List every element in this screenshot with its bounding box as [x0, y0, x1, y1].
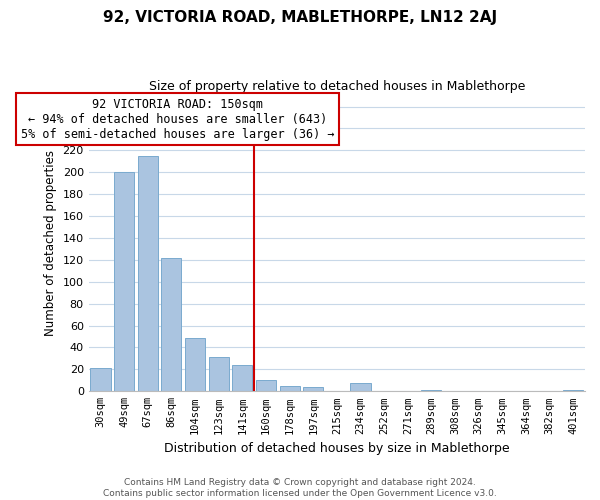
Bar — [232, 365, 253, 392]
Bar — [185, 338, 205, 392]
Text: 92, VICTORIA ROAD, MABLETHORPE, LN12 2AJ: 92, VICTORIA ROAD, MABLETHORPE, LN12 2AJ — [103, 10, 497, 25]
Bar — [350, 382, 371, 392]
Bar — [421, 390, 442, 392]
Y-axis label: Number of detached properties: Number of detached properties — [44, 150, 57, 336]
Title: Size of property relative to detached houses in Mablethorpe: Size of property relative to detached ho… — [149, 80, 525, 93]
Bar — [280, 386, 299, 392]
Text: 92 VICTORIA ROAD: 150sqm
← 94% of detached houses are smaller (643)
5% of semi-d: 92 VICTORIA ROAD: 150sqm ← 94% of detach… — [20, 98, 334, 140]
X-axis label: Distribution of detached houses by size in Mablethorpe: Distribution of detached houses by size … — [164, 442, 509, 455]
Text: Contains HM Land Registry data © Crown copyright and database right 2024.
Contai: Contains HM Land Registry data © Crown c… — [103, 478, 497, 498]
Bar — [91, 368, 110, 392]
Bar — [209, 358, 229, 392]
Bar — [138, 156, 158, 392]
Bar — [303, 387, 323, 392]
Bar — [256, 380, 276, 392]
Bar — [114, 172, 134, 392]
Bar — [563, 390, 583, 392]
Bar — [161, 258, 181, 392]
